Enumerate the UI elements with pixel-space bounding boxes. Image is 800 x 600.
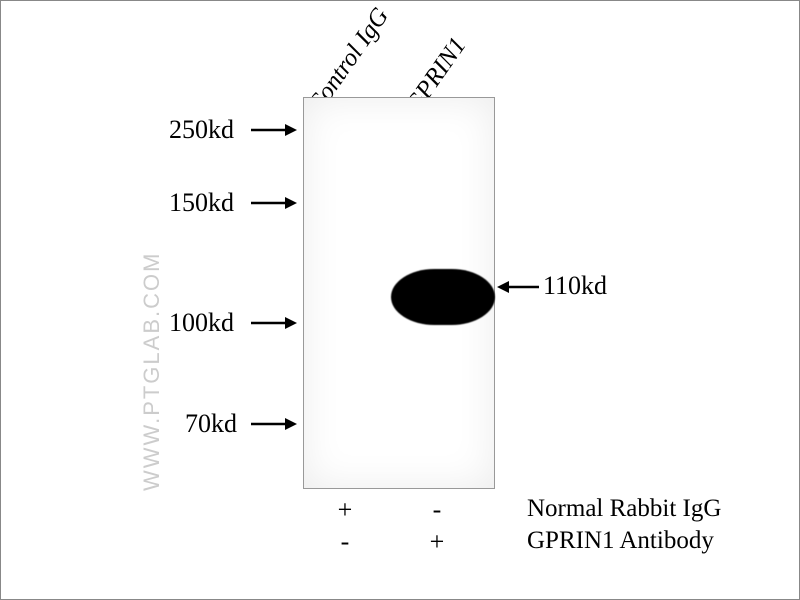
mw-label-70: 70kd	[185, 409, 237, 439]
figure-container: WWW.PTGLAB.COM Control IgG GPRIN1 250kd …	[0, 0, 800, 600]
legend-r1-s1: +	[335, 495, 355, 525]
mw-label-250: 250kd	[169, 115, 234, 145]
mw-arrow-100	[251, 314, 299, 332]
legend-r1-s2: -	[427, 495, 447, 525]
mw-arrow-250	[251, 121, 299, 139]
mw-label-150: 150kd	[169, 188, 234, 218]
mw-arrow-70	[251, 415, 299, 433]
legend-r1-text: Normal Rabbit IgG	[527, 495, 721, 523]
mw-arrow-150	[251, 194, 299, 212]
legend-r2-s2: +	[427, 527, 447, 557]
target-label: 110kd	[543, 271, 607, 301]
protein-band-core	[397, 275, 489, 319]
legend-r2-text: GPRIN1 Antibody	[527, 527, 714, 555]
target-arrow	[497, 278, 541, 296]
mw-label-100: 100kd	[169, 308, 234, 338]
legend-r2-s1: -	[335, 527, 355, 557]
watermark-text: WWW.PTGLAB.COM	[139, 252, 165, 491]
